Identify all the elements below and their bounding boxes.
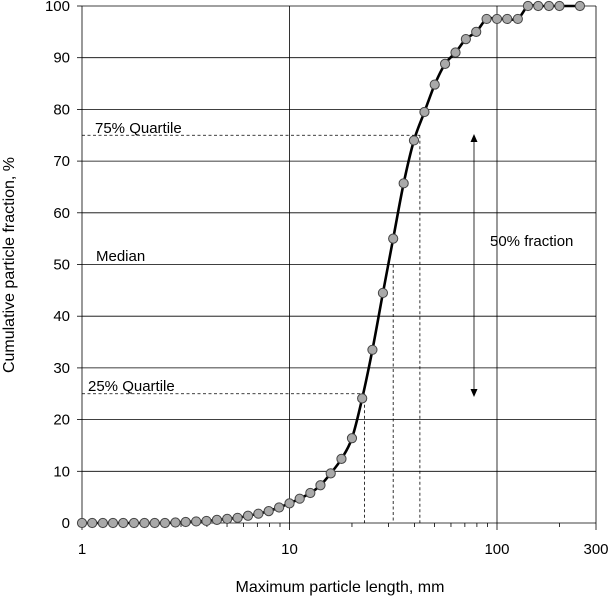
data-point — [491, 13, 503, 25]
data-point — [128, 517, 140, 529]
data-point — [398, 178, 409, 189]
data-point — [201, 515, 212, 527]
data-point — [439, 58, 451, 70]
x-tick-label: 300 — [583, 541, 608, 558]
x-tick-label: 100 — [484, 541, 509, 558]
y-tick-label: 20 — [53, 412, 70, 429]
data-point — [118, 517, 129, 529]
data-point — [346, 433, 358, 444]
data-point — [419, 106, 430, 118]
data-point — [367, 344, 378, 355]
data-point — [159, 517, 171, 529]
data-point — [533, 0, 544, 12]
y-tick-label: 90 — [53, 50, 70, 67]
data-point — [232, 512, 243, 523]
data-point — [325, 468, 336, 479]
data-point — [336, 453, 347, 464]
reference-lines — [82, 134, 421, 523]
x-axis-label: Maximum particle length, mm — [236, 579, 445, 596]
data-point — [87, 517, 98, 529]
y-tick-label: 60 — [53, 205, 70, 222]
data-point — [305, 487, 316, 499]
y-tick-label: 70 — [53, 153, 70, 170]
data-point — [408, 135, 420, 146]
data-points — [76, 0, 586, 529]
data-point — [471, 26, 482, 37]
data-point — [253, 508, 264, 519]
y-tick-label: 100 — [45, 0, 70, 15]
x-tick-label: 1 — [78, 541, 86, 558]
data-point — [543, 0, 555, 12]
data-point — [388, 233, 399, 244]
data-point — [284, 498, 295, 509]
data-point — [107, 517, 119, 529]
data-point — [139, 517, 150, 529]
y-axis-label: Cumulative particle fraction, % — [1, 157, 18, 373]
data-point — [149, 517, 160, 529]
data-point — [460, 33, 471, 45]
y-tick-label: 50 — [53, 257, 70, 274]
data-point — [315, 480, 326, 491]
data-point — [357, 393, 368, 404]
data-point — [481, 13, 492, 25]
data-point — [273, 502, 285, 513]
y-tick-label: 10 — [53, 463, 70, 480]
data-point — [242, 510, 254, 521]
x-tick-label: 10 — [281, 541, 298, 558]
label-50-fraction: 50% fraction — [490, 233, 573, 250]
data-point — [263, 506, 274, 517]
grid-layer — [77, 5, 597, 530]
data-point — [211, 514, 223, 525]
y-tick-label: 80 — [53, 101, 70, 118]
data-point — [429, 79, 440, 90]
data-point — [170, 517, 181, 528]
label-median: Median — [96, 248, 145, 265]
data-point — [574, 0, 586, 12]
data-point — [76, 517, 88, 529]
data-point — [377, 287, 389, 299]
data-point — [522, 0, 534, 12]
cumulative-curve — [81, 3, 580, 525]
data-point — [554, 0, 565, 12]
data-point — [97, 517, 108, 529]
label-75-quartile: 75% Quartile — [95, 120, 182, 137]
data-point — [450, 47, 461, 58]
fraction-arrow — [470, 134, 478, 397]
y-tick-label: 30 — [53, 360, 70, 377]
data-point — [180, 516, 191, 528]
data-point — [191, 516, 202, 527]
y-tick-label: 0 — [62, 515, 70, 532]
data-point — [222, 513, 233, 524]
label-25-quartile: 25% Quartile — [88, 378, 175, 395]
data-point — [512, 13, 523, 25]
data-point — [502, 13, 513, 25]
y-tick-label: 40 — [53, 308, 70, 325]
data-point — [294, 493, 305, 504]
